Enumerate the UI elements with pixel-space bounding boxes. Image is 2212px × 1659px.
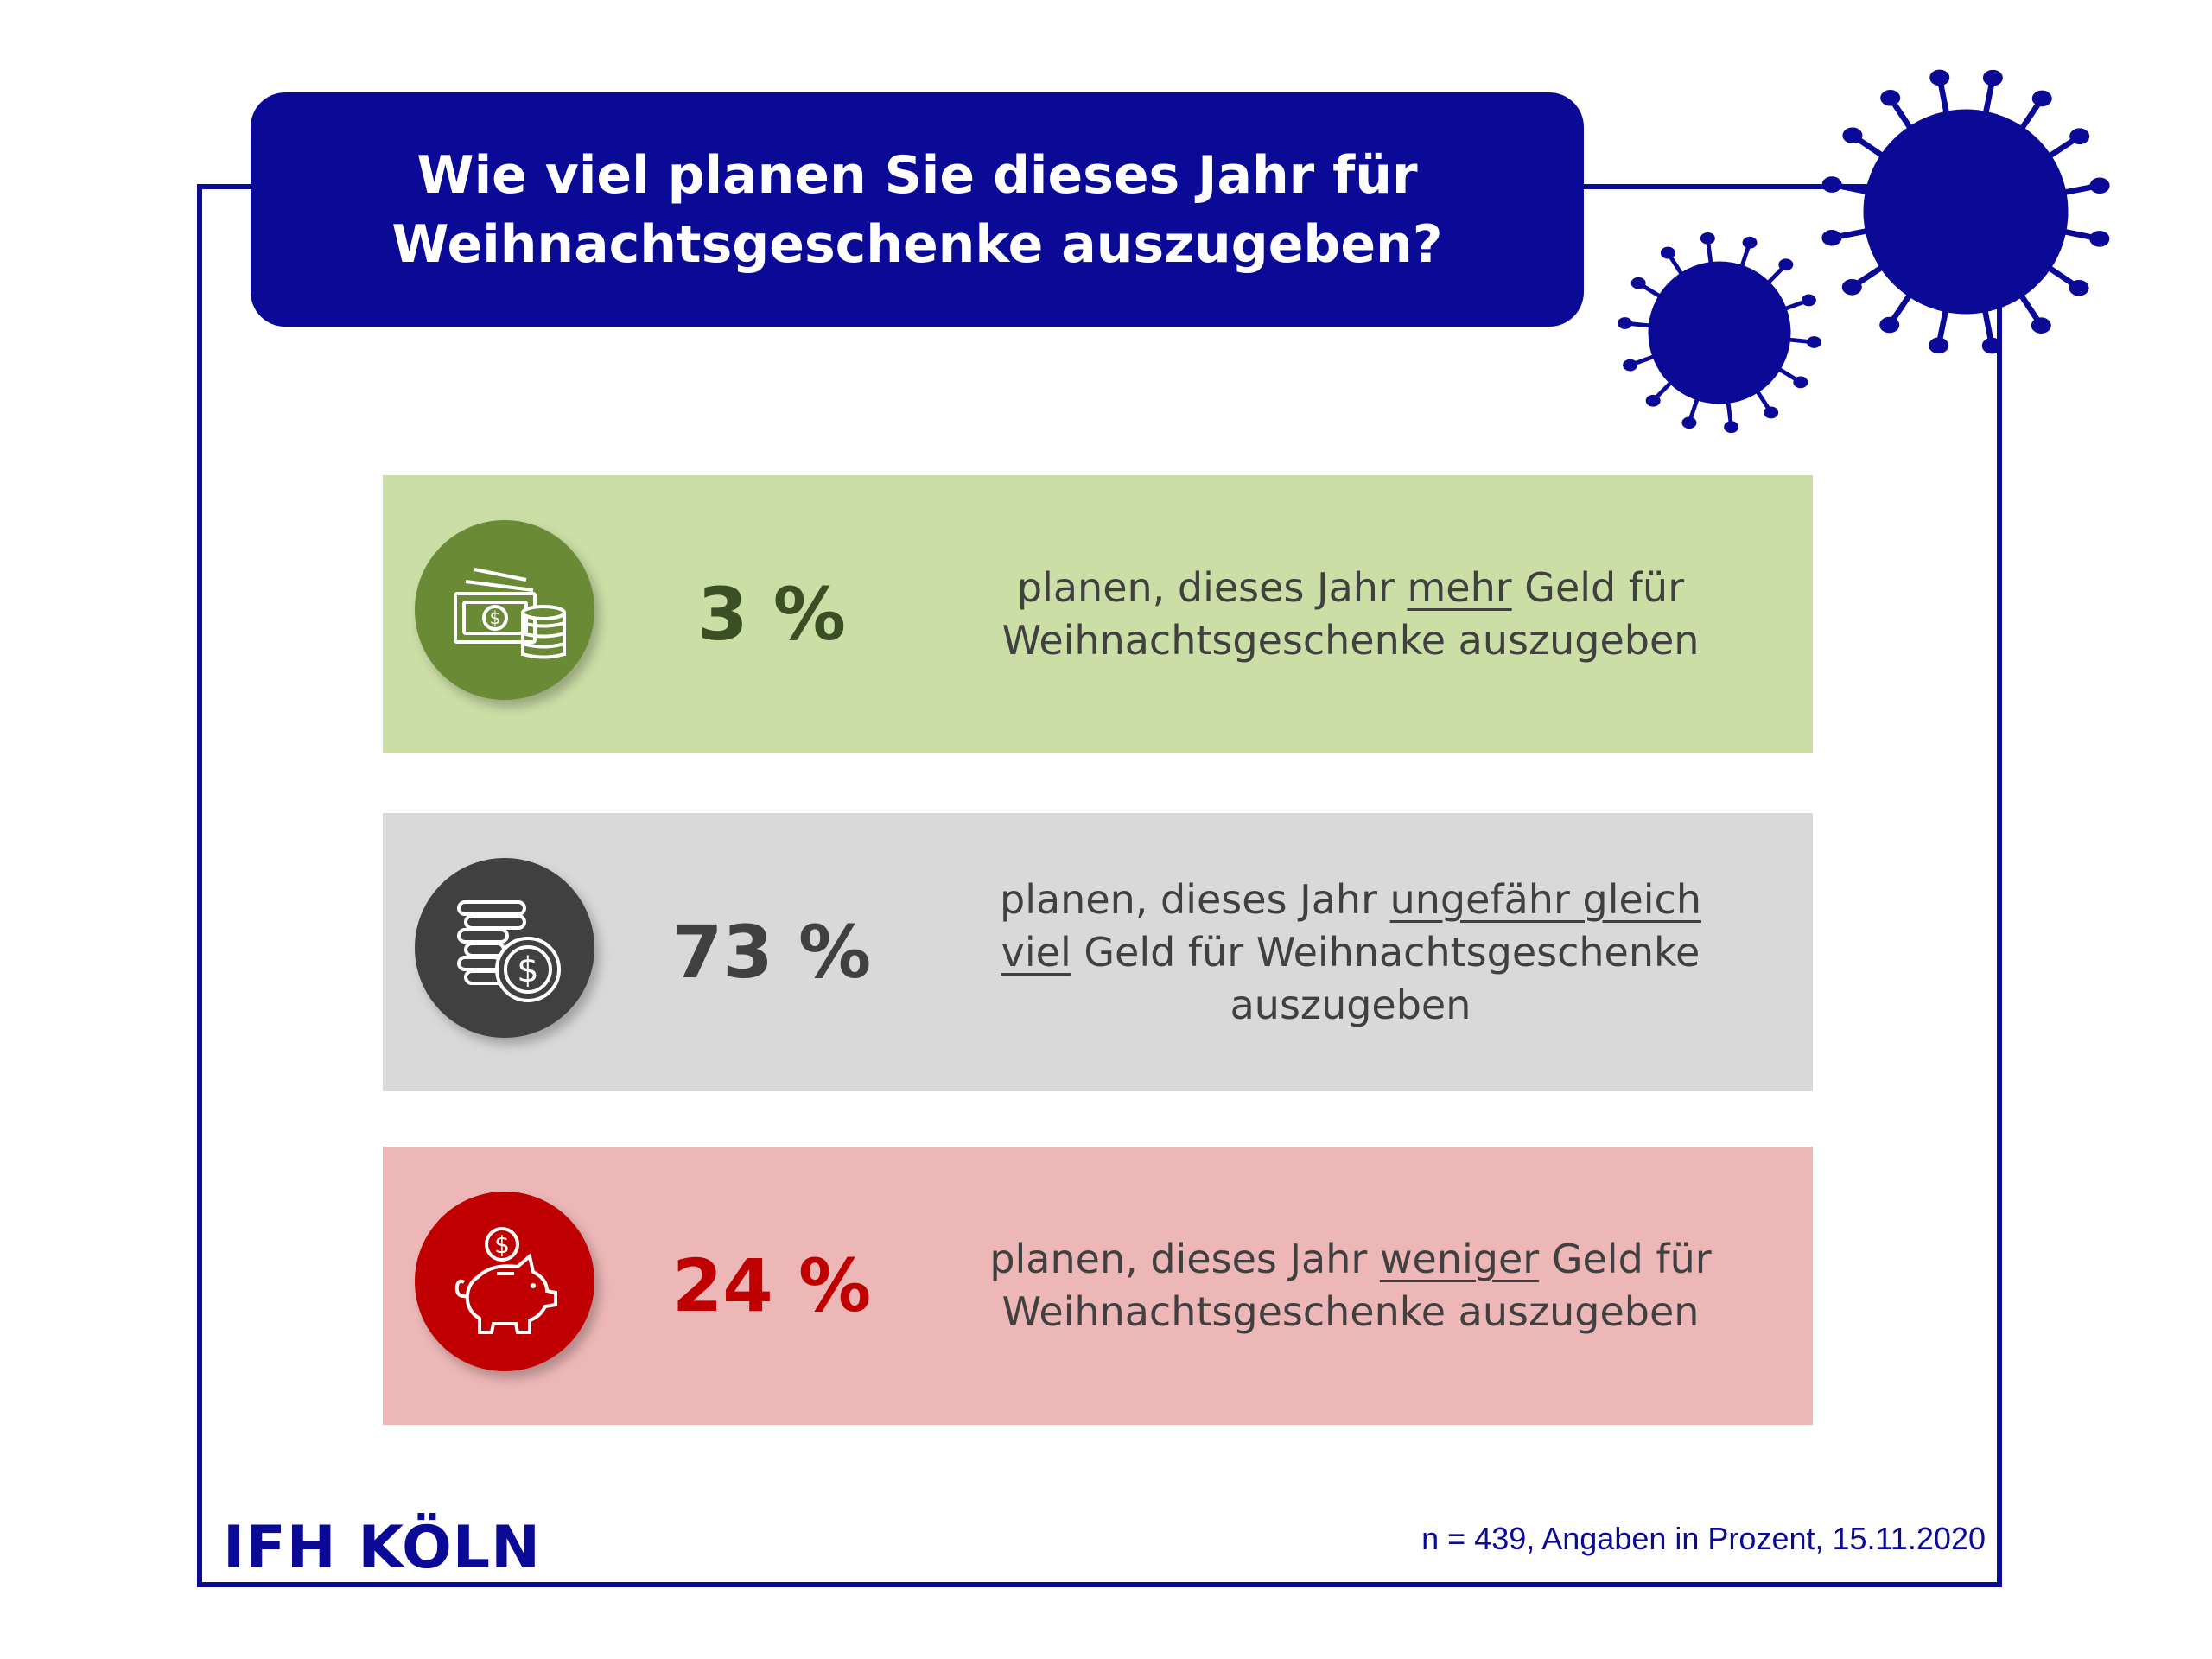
svg-text:$: $ (490, 607, 501, 628)
desc-same-text-b: Geld für Weihnachtsgeschenke (1071, 928, 1700, 976)
desc-same-emphasis-1: ungefähr gleich (1389, 875, 1701, 923)
desc-same-text-a: planen, dieses Jahr (1000, 875, 1390, 923)
desc-less-line-2: Weihnachtsgeschenke auszugeben (1001, 1288, 1700, 1335)
svg-text:$: $ (517, 950, 538, 990)
chart-title-line-1: Wie viel planen Sie dieses Jahr für (416, 144, 1418, 206)
money-coins-icon: $ (415, 520, 594, 700)
row-same: $ 73 % planen, dieses Jahr ungefähr glei… (383, 813, 1813, 1091)
desc-less: planen, dieses Jahr weniger Geld für Wei… (918, 1147, 1783, 1425)
desc-same-line-3: auszugeben (1230, 981, 1471, 1028)
ifh-logo: IFH KÖLN (223, 1514, 542, 1582)
percent-same: 73 % (671, 910, 872, 995)
footnote: n = 439, Angaben in Prozent, 15.11.2020 (1421, 1521, 1986, 1556)
row-more: $ 3 % planen, dieses Jahr mehr Geld für … (383, 475, 1813, 753)
desc-less-text-a: planen, dieses Jahr (989, 1236, 1380, 1282)
desc-less-emphasis: weniger (1379, 1236, 1540, 1282)
desc-more-emphasis: mehr (1407, 564, 1512, 611)
virus-small-icon (1618, 232, 1821, 434)
title-banner: Wie viel planen Sie dieses Jahr für Weih… (251, 92, 1584, 327)
piggy-bank-icon: $ (415, 1192, 594, 1371)
desc-same-emphasis-2: viel (1001, 928, 1071, 976)
chart-title-line-2: Weihnachtsgeschenke auszugeben? (391, 213, 1443, 275)
percent-more: 3 % (697, 572, 846, 657)
desc-more: planen, dieses Jahr mehr Geld für Weihna… (918, 475, 1783, 753)
svg-text:$: $ (494, 1230, 510, 1259)
coin-stack-icon: $ (415, 858, 594, 1038)
desc-more-line-2: Weihnachtsgeschenke auszugeben (1001, 617, 1700, 664)
desc-less-text-b: Geld für (1539, 1236, 1712, 1282)
percent-less: 24 % (671, 1243, 872, 1328)
desc-more-text-b: Geld für (1511, 564, 1685, 611)
desc-more-text-a: planen, dieses Jahr (1016, 564, 1408, 611)
desc-same: planen, dieses Jahr ungefähr gleich viel… (918, 813, 1783, 1091)
virus-large-icon (1821, 69, 2110, 354)
row-less: $ 24 % planen, dieses Jahr weniger Geld … (383, 1147, 1813, 1425)
